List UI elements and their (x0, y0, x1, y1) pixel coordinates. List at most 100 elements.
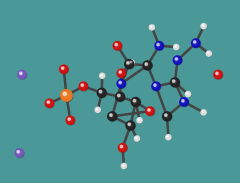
Circle shape (123, 165, 125, 167)
Circle shape (181, 99, 189, 107)
Circle shape (174, 44, 179, 50)
Circle shape (130, 61, 132, 63)
Circle shape (62, 67, 65, 70)
Circle shape (66, 116, 74, 124)
Circle shape (122, 165, 124, 166)
Circle shape (120, 145, 124, 149)
Circle shape (175, 46, 176, 47)
Circle shape (167, 136, 169, 138)
Circle shape (63, 92, 66, 95)
Circle shape (126, 61, 131, 66)
Circle shape (133, 99, 137, 104)
Circle shape (18, 151, 20, 153)
Circle shape (18, 70, 26, 79)
Circle shape (154, 84, 156, 86)
Circle shape (120, 145, 124, 149)
Circle shape (64, 94, 66, 95)
Circle shape (129, 124, 130, 125)
Circle shape (68, 118, 71, 121)
Circle shape (202, 25, 204, 26)
Circle shape (20, 73, 22, 75)
Circle shape (145, 63, 149, 67)
Circle shape (150, 25, 155, 30)
Circle shape (202, 25, 204, 27)
Circle shape (128, 123, 132, 126)
Circle shape (131, 62, 132, 63)
Circle shape (119, 71, 123, 75)
Circle shape (127, 62, 130, 65)
Circle shape (128, 63, 129, 64)
Circle shape (101, 74, 103, 76)
Circle shape (148, 109, 150, 111)
Circle shape (138, 118, 143, 123)
Circle shape (134, 136, 140, 141)
Circle shape (167, 136, 168, 137)
Circle shape (175, 57, 179, 62)
Circle shape (154, 84, 157, 87)
Circle shape (132, 98, 141, 107)
Circle shape (167, 136, 169, 138)
Circle shape (101, 75, 102, 76)
Circle shape (16, 150, 24, 158)
Circle shape (116, 44, 117, 45)
Circle shape (62, 68, 64, 70)
Circle shape (183, 100, 184, 102)
Circle shape (115, 92, 125, 101)
Circle shape (96, 108, 99, 111)
Circle shape (215, 71, 223, 79)
Circle shape (207, 52, 210, 55)
Circle shape (19, 72, 24, 76)
Circle shape (138, 119, 141, 121)
Circle shape (202, 25, 205, 27)
Circle shape (165, 114, 168, 117)
Circle shape (173, 80, 175, 83)
Circle shape (150, 26, 152, 28)
Circle shape (116, 93, 125, 102)
Circle shape (117, 79, 126, 88)
Circle shape (173, 80, 176, 83)
Circle shape (207, 52, 209, 54)
Circle shape (109, 114, 114, 118)
Circle shape (155, 85, 156, 86)
Circle shape (121, 163, 126, 169)
Circle shape (110, 114, 112, 116)
Circle shape (175, 46, 176, 47)
Circle shape (186, 93, 189, 95)
Circle shape (117, 94, 122, 98)
Circle shape (60, 65, 68, 73)
Circle shape (18, 152, 19, 153)
Circle shape (158, 44, 159, 45)
Circle shape (80, 83, 88, 91)
Circle shape (63, 92, 68, 97)
Circle shape (153, 84, 158, 88)
Circle shape (95, 107, 100, 112)
Circle shape (182, 100, 185, 103)
Circle shape (121, 146, 123, 148)
Circle shape (192, 39, 200, 47)
Circle shape (187, 93, 188, 94)
Circle shape (115, 43, 119, 47)
Circle shape (150, 26, 152, 27)
Circle shape (203, 111, 204, 113)
Circle shape (134, 100, 136, 102)
Circle shape (81, 84, 84, 86)
Circle shape (62, 91, 73, 102)
Circle shape (208, 52, 210, 54)
Circle shape (175, 46, 176, 47)
Circle shape (165, 114, 167, 116)
Circle shape (146, 64, 147, 65)
Circle shape (110, 114, 113, 117)
Circle shape (120, 71, 122, 73)
Circle shape (96, 108, 98, 110)
Circle shape (118, 80, 126, 88)
Circle shape (62, 68, 63, 69)
Circle shape (82, 84, 84, 87)
Circle shape (130, 61, 132, 63)
Circle shape (138, 119, 140, 120)
Circle shape (20, 72, 22, 74)
Circle shape (68, 118, 70, 120)
Circle shape (118, 94, 120, 97)
Circle shape (115, 44, 118, 47)
Circle shape (61, 67, 64, 69)
Circle shape (175, 58, 178, 60)
